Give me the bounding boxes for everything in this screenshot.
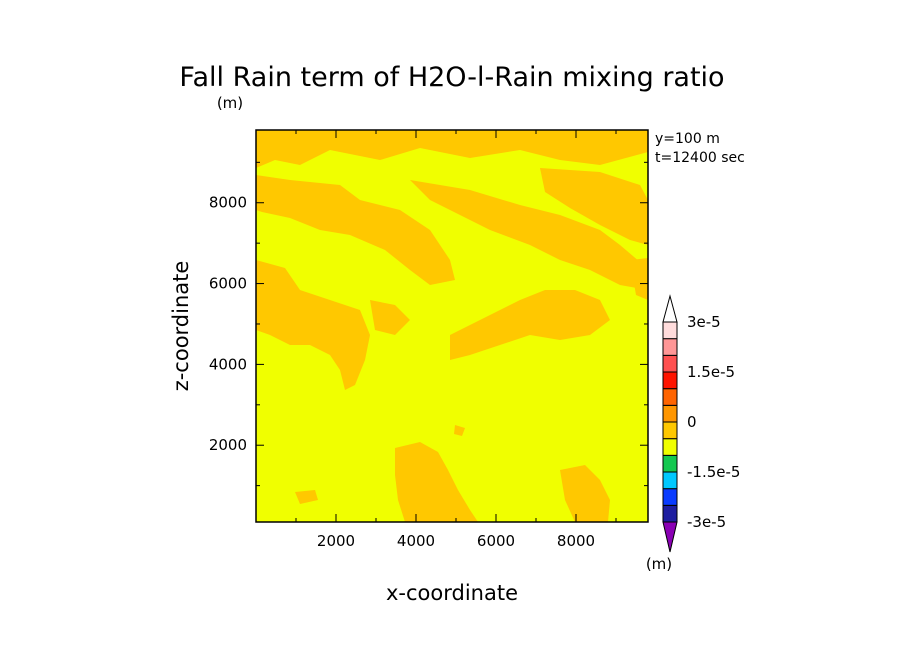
contour-region — [630, 258, 648, 300]
colorbar-tick-label: -3e-5 — [687, 513, 726, 531]
x-axis-label: x-coordinate — [386, 581, 518, 605]
y-tick-label: 8000 — [209, 194, 247, 212]
colorbar-low-triangle — [662, 521, 678, 553]
colorbar-box — [662, 338, 678, 356]
colorbar-box — [662, 471, 678, 490]
colorbar-high-triangle — [662, 294, 678, 323]
colorbar-tick-label: 3e-5 — [687, 313, 721, 331]
colorbar-box — [662, 454, 678, 473]
y-axis: 2000 4000 6000 8000 — [209, 161, 648, 487]
contour-region — [256, 260, 370, 390]
y-axis-label: z-coordinate — [169, 261, 193, 392]
annotation-t: t=12400 sec — [655, 150, 745, 166]
x-axis: 2000 4000 6000 8000 — [295, 130, 617, 550]
contour-region — [560, 465, 610, 522]
plot-frame — [255, 129, 649, 523]
colorbar-box — [662, 438, 678, 456]
colorbar-box — [662, 421, 678, 440]
positive-contours — [256, 130, 648, 522]
colorbar-tick-label: -1.5e-5 — [687, 463, 740, 481]
y-tick-label: 2000 — [209, 436, 247, 454]
contour-region — [454, 425, 465, 436]
colorbar-box — [662, 504, 678, 523]
contour-region — [410, 180, 648, 290]
contour-region — [295, 490, 318, 504]
x-tick-label: 2000 — [317, 532, 355, 550]
x-tick-label: 6000 — [477, 532, 515, 550]
colorbar-box — [662, 321, 678, 340]
x-tick-label: 8000 — [557, 532, 595, 550]
colorbar-box — [662, 488, 678, 506]
contour-region — [450, 290, 610, 360]
colorbar-box — [662, 354, 678, 373]
colorbar: 3e-5 1.5e-5 0 -1.5e-5 -3e-5 — [662, 294, 740, 553]
colorbar-tick-label: 0 — [687, 413, 697, 431]
colorbar-box — [662, 404, 678, 423]
colorbar-box — [662, 371, 678, 390]
y-unit-label: (m) — [217, 94, 243, 112]
contour-region — [256, 130, 648, 168]
plot-area — [255, 129, 649, 523]
y-tick-label: 6000 — [209, 275, 247, 293]
annotation-y: y=100 m — [655, 131, 720, 147]
y-tick-label: 4000 — [209, 355, 247, 373]
chart-title: Fall Rain term of H2O-l-Rain mixing rati… — [179, 62, 724, 93]
colorbar-box — [662, 388, 678, 406]
colorbar-tick-label: 1.5e-5 — [687, 363, 735, 381]
contour-region — [370, 300, 410, 335]
contour-region — [395, 442, 478, 522]
contour-region — [540, 168, 648, 245]
contour-region — [256, 175, 455, 285]
x-tick-label: 4000 — [397, 532, 435, 550]
colorbar-unit-label: (m) — [646, 555, 672, 573]
